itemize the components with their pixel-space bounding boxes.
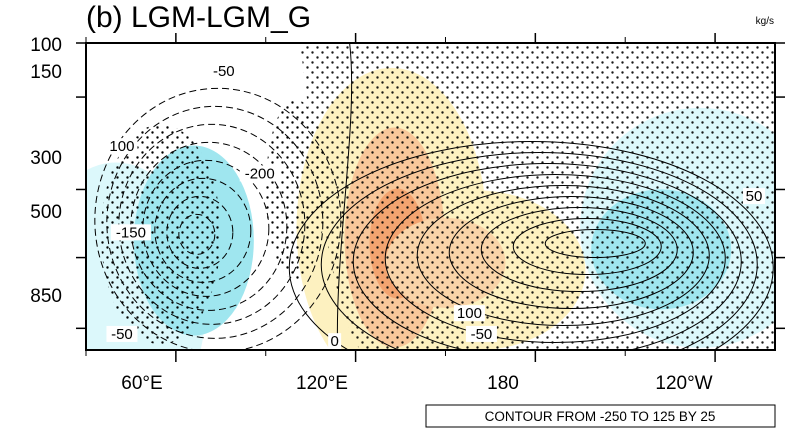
contour-label: -200: [245, 165, 275, 182]
contour-line-negative: [94, 87, 342, 350]
info-label-box: [425, 404, 776, 428]
contour-label: -50: [471, 326, 493, 343]
chart-title: (b) LGM-LGM_G: [86, 1, 311, 34]
contour-label-bg: [328, 333, 342, 350]
x-tick-label: 120°E: [296, 373, 348, 394]
contour-label-layer: -50 100 -200 -150 -50 0 100 -50 50: [106, 62, 766, 350]
contour-line-positive: [448, 196, 694, 310]
contour-label-bg: [106, 325, 138, 342]
contour-line-positive: [288, 141, 774, 350]
contour-label: 50: [746, 188, 763, 205]
contour-layer: [94, 43, 774, 350]
contour-label: 0: [330, 333, 338, 350]
contour-label: 100: [109, 138, 134, 155]
contour-line-positive: [352, 163, 742, 350]
stipple-region: [300, 43, 775, 350]
contour-label: -150: [116, 224, 146, 241]
contour-label-bg: [465, 325, 497, 342]
unit-label: kg/s: [756, 16, 774, 27]
contour-line-positive: [544, 229, 646, 259]
y-tick-label: 150: [30, 62, 62, 83]
contour-line-negative: [166, 195, 234, 269]
contour-label-bg: [239, 165, 280, 182]
y-tick-label: 100: [30, 35, 62, 56]
y-tick-label: 300: [30, 148, 62, 169]
contour-label-bg: [106, 138, 138, 155]
x-tick-label: 180: [487, 373, 519, 394]
contour-line-positive: [320, 152, 758, 350]
stippling-layer: [100, 43, 775, 350]
contour-line-zero: [336, 43, 353, 350]
info-label: CONTOUR FROM -250 TO 125 BY 25: [485, 409, 716, 424]
x-tick-label: 60°E: [121, 373, 162, 394]
contour-label: -50: [213, 63, 235, 80]
contour-label-bg: [208, 62, 240, 79]
stipple-region: [100, 124, 221, 345]
axis-ticks: [76, 33, 785, 362]
y-tick-label: 850: [30, 286, 62, 307]
contour-line-positive: [512, 218, 662, 276]
contour-line-positive: [384, 174, 726, 344]
contour-label: -50: [111, 326, 133, 343]
contour-line-negative: [178, 213, 216, 255]
plot-area: -50 100 -200 -150 -50 0 100 -50 50: [86, 43, 775, 350]
contour-line-negative: [154, 177, 252, 283]
x-tick-label: 120°W: [655, 373, 712, 394]
contour-line-negative: [106, 105, 324, 339]
contour-line-positive: [480, 207, 678, 293]
contour-label-bg: [110, 224, 151, 241]
contour-label: 100: [457, 305, 482, 322]
contour-label-bg: [453, 305, 485, 322]
stipple-region: [265, 99, 326, 280]
contour-line-negative: [142, 159, 270, 297]
plot-frame: [85, 42, 776, 351]
contour-label-bg: [743, 188, 766, 205]
contour-line-positive: [416, 185, 710, 327]
y-tick-label: 500: [30, 202, 62, 223]
